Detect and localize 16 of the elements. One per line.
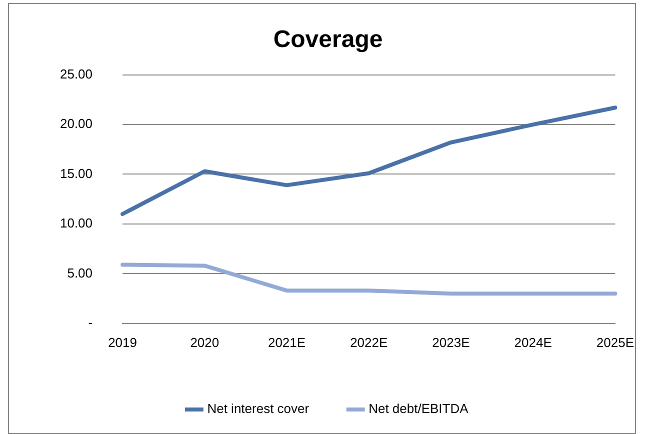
x-tick-label: 2021E (268, 334, 306, 350)
x-tick-label: 2025E (596, 334, 634, 350)
legend-label: Net debt/EBITDA (368, 401, 469, 416)
legend-label: Net interest cover (207, 401, 310, 416)
chart-title: Coverage (273, 26, 383, 54)
x-tick-label: 2023E (432, 334, 470, 350)
y-tick-label: - (88, 314, 93, 330)
x-tick-label: 2024E (514, 334, 552, 350)
y-tick-label: 20.00 (60, 116, 93, 132)
y-tick-label: 10.00 (60, 216, 93, 231)
x-tick-label: 2020 (190, 334, 220, 350)
y-tick-label: 15.00 (60, 166, 93, 181)
x-tick-label: 2022E (350, 334, 388, 350)
y-tick-label: 5.00 (67, 265, 93, 280)
x-tick-label: 2019 (108, 334, 137, 350)
y-tick-label: 25.00 (60, 66, 93, 82)
